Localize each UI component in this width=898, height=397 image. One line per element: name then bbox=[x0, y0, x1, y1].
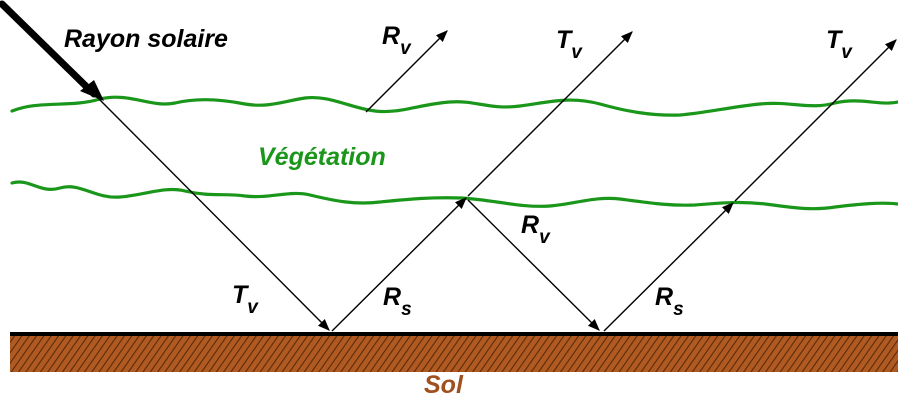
label-rv-top: Rv bbox=[382, 22, 412, 59]
label-sun-ray: Rayon solaire bbox=[64, 25, 228, 53]
label-soil: Sol bbox=[424, 371, 464, 397]
vegetation-top-wave bbox=[10, 95, 898, 117]
ray-transmitted-up-1 bbox=[467, 31, 633, 197]
sun-ray-incoming bbox=[0, 0, 98, 98]
label-tv-left: Tv bbox=[232, 281, 259, 318]
label-rs-left: Rs bbox=[383, 283, 412, 320]
label-rs-right: Rs bbox=[655, 283, 684, 320]
label-tv-right: Tv bbox=[826, 26, 853, 63]
soil-layer bbox=[10, 334, 898, 372]
ray-soil-reflected-2 bbox=[603, 202, 734, 332]
ray-canopy-reflected-down bbox=[467, 199, 600, 331]
label-rv-bottom: Rv bbox=[521, 211, 551, 248]
ray-soil-reflected-1 bbox=[331, 197, 467, 332]
ray-reflected-canopy-top bbox=[365, 30, 448, 113]
vegetation-bottom-wave bbox=[10, 180, 898, 211]
ray-transmitted-up-2 bbox=[734, 39, 897, 202]
label-vegetation: Végétation bbox=[258, 143, 386, 171]
sun-ray-arrowhead bbox=[80, 80, 104, 101]
ray-transmitted-down bbox=[95, 95, 330, 331]
label-tv-middle: Tv bbox=[556, 26, 583, 63]
